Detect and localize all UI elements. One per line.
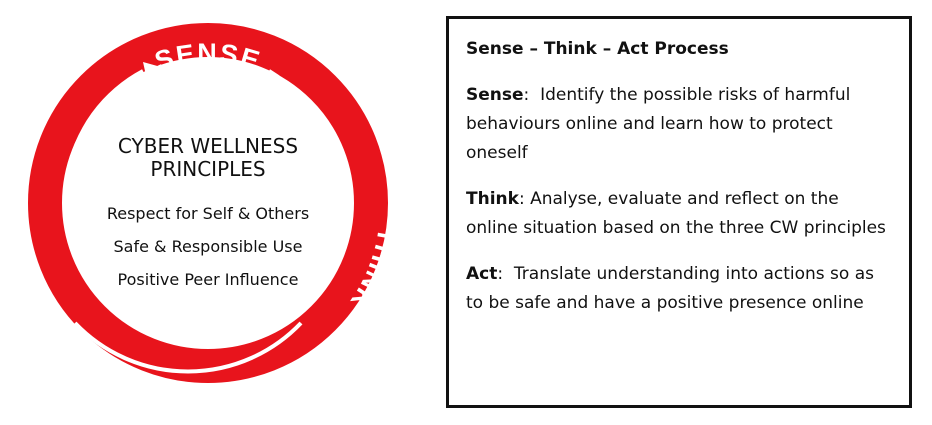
step-separator: :: [518, 189, 525, 209]
process-box-title: Sense – Think – Act Process: [466, 39, 729, 59]
step-description: Analyse, evaluate and reflect on the onl…: [466, 189, 886, 238]
process-step-act: Act: Translate understanding into action…: [466, 260, 893, 318]
step-separator: :: [523, 85, 530, 105]
principle-peer-influence: Positive Peer Influence: [118, 270, 299, 289]
step-name: Sense: [466, 85, 524, 105]
step-label-sense: SENSE: [151, 38, 264, 76]
act-to-sense-arrow-line: [63, 69, 144, 244]
step-name: Think: [466, 189, 519, 209]
process-step-think: Think: Analyse, evaluate and reflect on …: [466, 185, 893, 243]
sense-to-think-arrowhead-icon: [332, 197, 346, 213]
center-title-line-2: PRINCIPLES: [150, 157, 265, 181]
step-name: Act: [466, 264, 498, 284]
sense-to-think-arrow-line: [267, 69, 342, 198]
step-description: Translate understanding into actions so …: [466, 264, 874, 313]
principle-safe-use: Safe & Responsible Use: [114, 237, 303, 256]
think-to-act-arrow-line: [73, 321, 303, 374]
center-title-line-1: CYBER WELLNESS: [118, 134, 298, 158]
principle-respect: Respect for Self & Others: [107, 204, 309, 223]
process-description-box: Sense – Think – Act Process Sense: Ident…: [446, 16, 912, 408]
step-description: Identify the possible risks of harmful b…: [466, 85, 851, 163]
process-step-sense: Sense: Identify the possible risks of ha…: [466, 81, 893, 168]
act-to-sense-arrowhead-icon: [143, 62, 161, 80]
cycle-ring: [28, 23, 388, 383]
step-label-act: ACT: [69, 214, 102, 273]
step-separator: :: [497, 264, 504, 284]
